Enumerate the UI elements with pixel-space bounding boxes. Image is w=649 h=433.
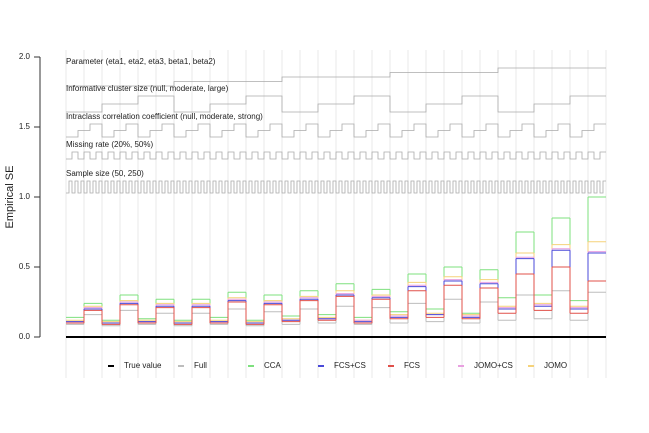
legend-label: JOMO+CS xyxy=(474,361,513,370)
legend-label: CCA xyxy=(264,361,282,370)
y-tick-label: 0.0 xyxy=(19,332,31,341)
factor-steps xyxy=(66,95,606,113)
factor-label: Intraclass correlation coefficient (null… xyxy=(66,112,263,121)
factor-label: Sample size (50, 250) xyxy=(66,169,144,178)
y-tick-label: 0.5 xyxy=(19,262,31,271)
factor-label: Missing rate (20%, 50%) xyxy=(66,140,153,149)
factor-label: Parameter (eta1, eta2, eta3, beta1, beta… xyxy=(66,57,216,66)
y-tick-label: 2.0 xyxy=(19,52,31,61)
factor-label: Informative cluster size (null, moderate… xyxy=(66,84,229,93)
y-tick-label: 1.0 xyxy=(19,192,31,201)
factor-steps xyxy=(66,123,606,138)
factor-steps xyxy=(66,180,606,194)
legend-label: JOMO xyxy=(544,361,567,370)
legend-label: FCS+CS xyxy=(334,361,366,370)
legend-label: FCS xyxy=(404,361,420,370)
factor-steps xyxy=(66,67,606,87)
factor-steps xyxy=(66,151,606,160)
y-tick-label: 1.5 xyxy=(19,122,31,131)
legend-label: True value xyxy=(124,361,162,370)
legend-label: Full xyxy=(194,361,207,370)
y-axis-label: Empirical SE xyxy=(4,166,16,229)
